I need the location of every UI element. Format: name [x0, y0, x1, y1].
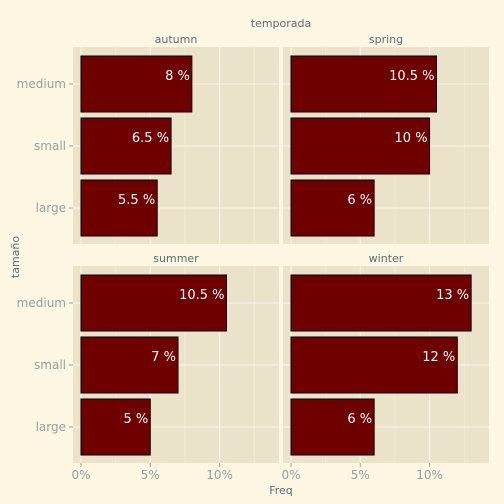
y-tick-label: small: [34, 139, 66, 153]
bar-data-label: 5.5 %: [118, 193, 155, 208]
x-tick-label: 10%: [206, 468, 233, 482]
bar-spring-large: [290, 179, 375, 237]
bar-spring-medium: [290, 55, 437, 113]
x-tick-label: 0%: [71, 468, 90, 482]
panels-layer: autumn 8 % 6.5 % 5.5 % medium small large sprin…: [17, 33, 489, 482]
bar-data-label: 6 %: [347, 193, 372, 208]
bar-winter-small: [290, 336, 458, 394]
x-tick-label: 5%: [141, 468, 160, 482]
bar-winter-large: [290, 398, 375, 456]
bar-data-label: 7 %: [151, 350, 176, 365]
bar-data-label: 8 %: [165, 69, 190, 84]
panel-title: autumn: [155, 33, 198, 46]
bar-data-label: 5 %: [124, 412, 149, 427]
panel-title: winter: [369, 252, 404, 265]
x-axis-title: Freq: [269, 484, 293, 497]
bar-data-label: 13 %: [436, 288, 469, 303]
bar-autumn-small: [80, 117, 172, 175]
bar-data-label: 10.5 %: [389, 69, 434, 84]
panel-title: spring: [369, 33, 403, 46]
x-tick-label: 0%: [281, 468, 300, 482]
panel-autumn: autumn 8 % 6.5 % 5.5 % medium small large: [17, 33, 279, 244]
facet-title: temporada: [251, 17, 312, 30]
x-tick-label: 10%: [416, 468, 443, 482]
panel-summer: summer 10.5 % 7 % 5 % medium small large 0% 5% 10…: [17, 252, 279, 482]
bar-spring-small: [290, 117, 431, 175]
bar-data-label: 10.5 %: [179, 288, 224, 303]
y-tick-label: small: [34, 358, 66, 372]
bar-data-label: 6 %: [347, 412, 372, 427]
bar-summer-small: [80, 336, 179, 394]
bar-autumn-medium: [80, 55, 193, 113]
y-tick-label: large: [36, 420, 66, 434]
y-tick-label: medium: [17, 77, 66, 91]
bar-data-label: 10 %: [395, 131, 428, 146]
y-tick-label: medium: [17, 296, 66, 310]
panel-spring: spring 10.5 % 10 % 6 %: [283, 33, 489, 244]
bar-winter-medium: [290, 274, 472, 332]
y-tick-label: large: [36, 201, 66, 215]
y-axis-title: tamaño: [9, 236, 22, 278]
panel-title: summer: [153, 252, 199, 265]
bar-summer-large: [80, 398, 151, 456]
bar-summer-medium: [80, 274, 227, 332]
bar-autumn-large: [80, 179, 158, 237]
bar-data-label: 12 %: [422, 350, 455, 365]
panel-winter: winter 13 % 12 % 6 % 0% 5% 10%: [281, 252, 489, 482]
x-tick-label: 5%: [351, 468, 370, 482]
bar-data-label: 6.5 %: [132, 131, 169, 146]
